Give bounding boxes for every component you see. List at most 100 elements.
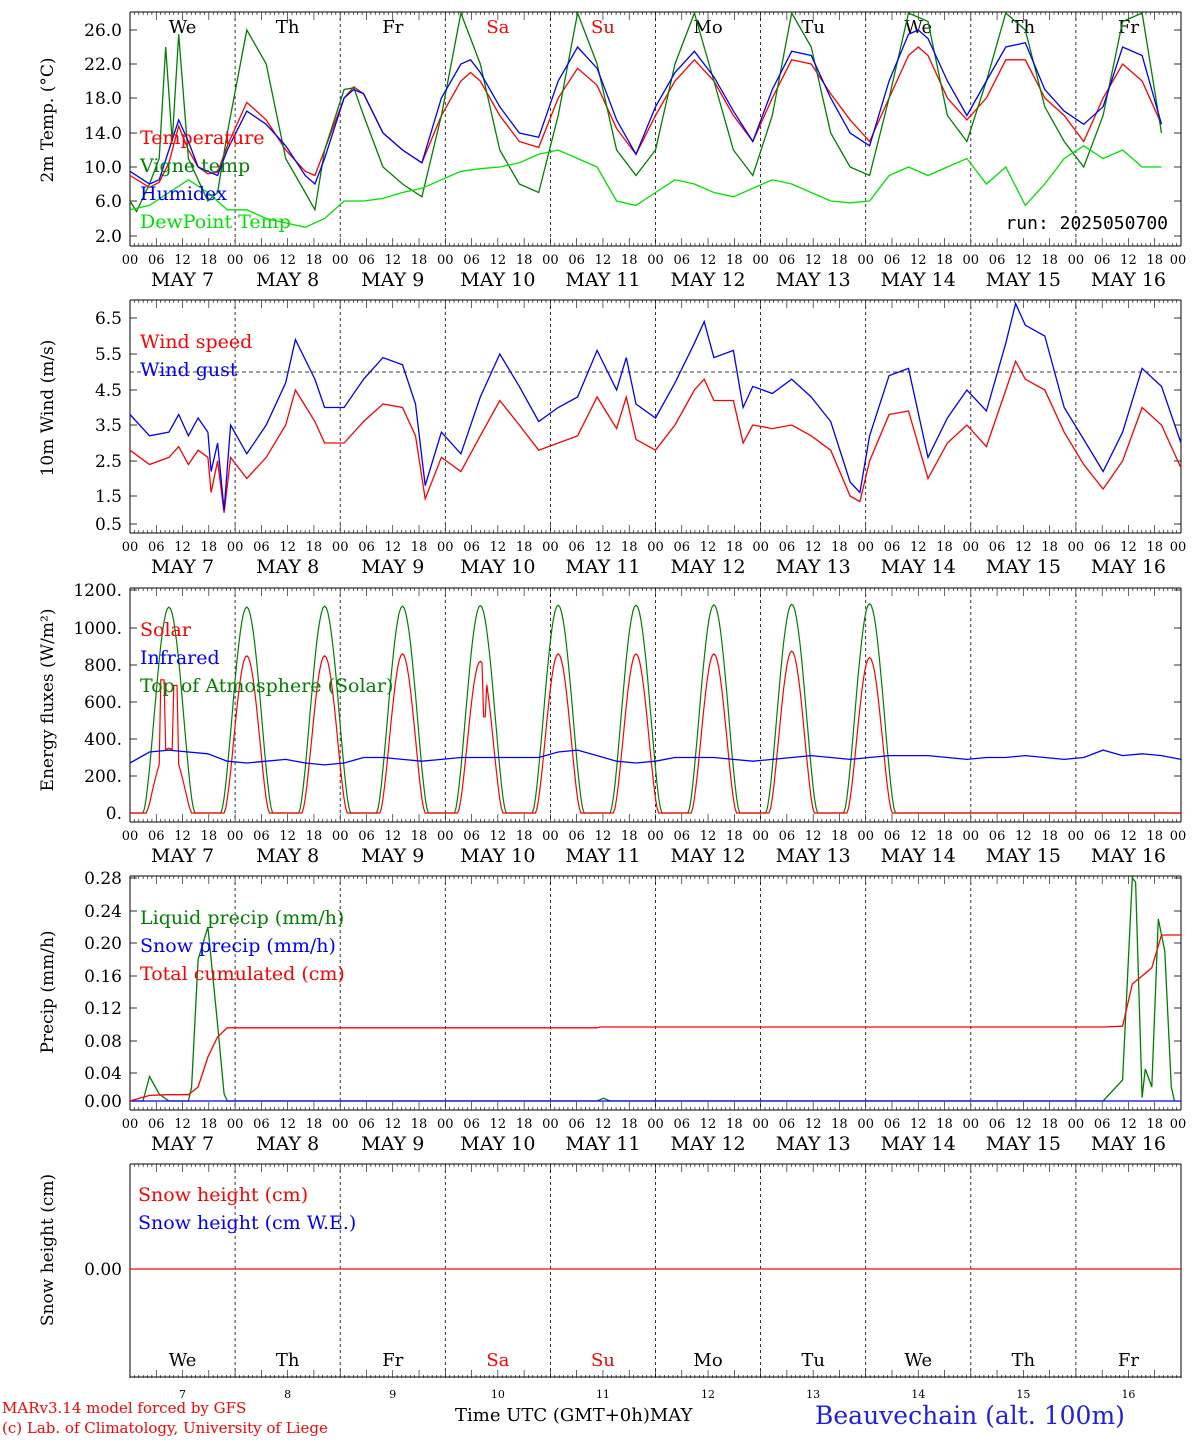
hour-label: 18 (201, 253, 218, 268)
date-label: MAY 12 (670, 556, 745, 578)
hour-label: 06 (884, 1117, 901, 1132)
hour-label: 18 (1041, 1117, 1058, 1132)
y-tick-label: 600. (84, 693, 122, 713)
hour-label: 18 (936, 540, 953, 555)
legend-snow-height-cm-w-e-: Snow height (cm W.E.) (138, 1212, 356, 1234)
hour-label: 12 (805, 1117, 822, 1132)
hour-label: 18 (201, 1117, 218, 1132)
date-label: MAY 10 (460, 269, 535, 291)
hour-label: 06 (358, 253, 375, 268)
hour-label: 00 (1170, 829, 1187, 844)
date-label: MAY 7 (151, 269, 214, 291)
hour-label: 06 (358, 540, 375, 555)
weekday-label: Mo (693, 17, 722, 38)
y-tick-label: 4.5 (95, 381, 122, 401)
hour-label: 00 (857, 253, 874, 268)
hour-label: 18 (1146, 829, 1163, 844)
hour-label: 06 (1094, 1117, 1111, 1132)
hour-label: 18 (516, 540, 533, 555)
hour-label: 00 (1068, 253, 1085, 268)
hour-label: 12 (595, 253, 612, 268)
hour-label: 00 (122, 829, 139, 844)
date-label: MAY 16 (1091, 845, 1166, 867)
hour-label: 12 (805, 829, 822, 844)
weekday-label: Fr (1118, 17, 1139, 38)
hour-label: 12 (595, 540, 612, 555)
hour-label: 18 (726, 540, 743, 555)
hour-label: 18 (831, 253, 848, 268)
day-number-label: 10 (491, 1388, 505, 1401)
hour-label: 06 (253, 253, 270, 268)
date-label: MAY 11 (565, 845, 640, 867)
weekday-label: Fr (382, 17, 403, 38)
day-number-label: 14 (911, 1388, 925, 1401)
date-label: MAY 7 (151, 845, 214, 867)
hour-label: 00 (1068, 540, 1085, 555)
hour-label: 06 (463, 1117, 480, 1132)
hour-label: 00 (752, 1117, 769, 1132)
hour-label: 00 (332, 253, 349, 268)
hour-label: 12 (279, 1117, 296, 1132)
hour-label: 06 (884, 829, 901, 844)
hour-label: 00 (647, 829, 664, 844)
hour-label: 06 (674, 540, 691, 555)
hour-label: 00 (227, 540, 244, 555)
legend-top-of-atmosphere-solar-: Top of Atmosphere (Solar) (140, 675, 393, 697)
hour-label: 18 (411, 253, 428, 268)
weekday-label: Th (1012, 1350, 1036, 1371)
legend-solar: Solar (140, 619, 192, 641)
hour-label: 00 (227, 253, 244, 268)
y-tick-label: 0.24 (84, 902, 122, 922)
hour-label: 00 (542, 1117, 559, 1132)
hour-label: 06 (148, 253, 165, 268)
hour-label: 12 (700, 829, 717, 844)
hour-label: 06 (674, 1117, 691, 1132)
hour-label: 12 (910, 829, 927, 844)
date-label: MAY 14 (881, 269, 956, 291)
legend-snow-height-cm-: Snow height (cm) (138, 1184, 308, 1206)
hour-label: 18 (411, 829, 428, 844)
hour-label: 06 (568, 1117, 585, 1132)
date-label: MAY 10 (460, 556, 535, 578)
date-label: MAY 16 (1091, 269, 1166, 291)
hour-label: 18 (621, 1117, 638, 1132)
hour-label: 12 (1120, 829, 1137, 844)
hour-label: 00 (963, 1117, 980, 1132)
day-number-label: 12 (701, 1388, 715, 1401)
legend-dewpoint-temp: DewPoint Temp (140, 211, 291, 233)
date-label: MAY 13 (776, 845, 851, 867)
hour-label: 12 (700, 540, 717, 555)
y-tick-label: 6.5 (95, 309, 122, 329)
date-label: MAY 10 (460, 845, 535, 867)
hour-label: 00 (542, 829, 559, 844)
hour-label: 18 (621, 253, 638, 268)
hour-label: 18 (1146, 253, 1163, 268)
hour-label: 18 (1041, 540, 1058, 555)
hour-label: 06 (779, 1117, 796, 1132)
run-label: run: 2025050700 (1005, 213, 1168, 234)
hour-label: 12 (174, 829, 191, 844)
hour-label: 18 (726, 1117, 743, 1132)
hour-label: 00 (752, 540, 769, 555)
hour-label: 12 (910, 1117, 927, 1132)
legend-wind-speed: Wind speed (140, 331, 252, 353)
hour-label: 00 (963, 540, 980, 555)
hour-label: 12 (174, 540, 191, 555)
hour-label: 06 (253, 829, 270, 844)
hour-label: 00 (227, 1117, 244, 1132)
legend-total-cumulated-cm-: Total cumulated (cm) (140, 963, 345, 985)
hour-label: 18 (831, 1117, 848, 1132)
hour-label: 12 (1015, 253, 1032, 268)
series-dewpoint-temp (129, 145, 1162, 228)
series-infrared (129, 749, 1182, 766)
date-label: MAY 13 (776, 1133, 851, 1155)
hour-label: 00 (857, 1117, 874, 1132)
y-tick-label: 22.0 (84, 55, 122, 75)
y-axis-label: Precip (mm/h) (38, 930, 58, 1053)
weekday-label: Th (276, 1350, 300, 1371)
date-label: MAY 14 (881, 845, 956, 867)
hour-label: 00 (752, 253, 769, 268)
hour-label: 00 (1170, 1117, 1187, 1132)
hour-label: 06 (463, 540, 480, 555)
date-label: MAY 8 (256, 845, 319, 867)
